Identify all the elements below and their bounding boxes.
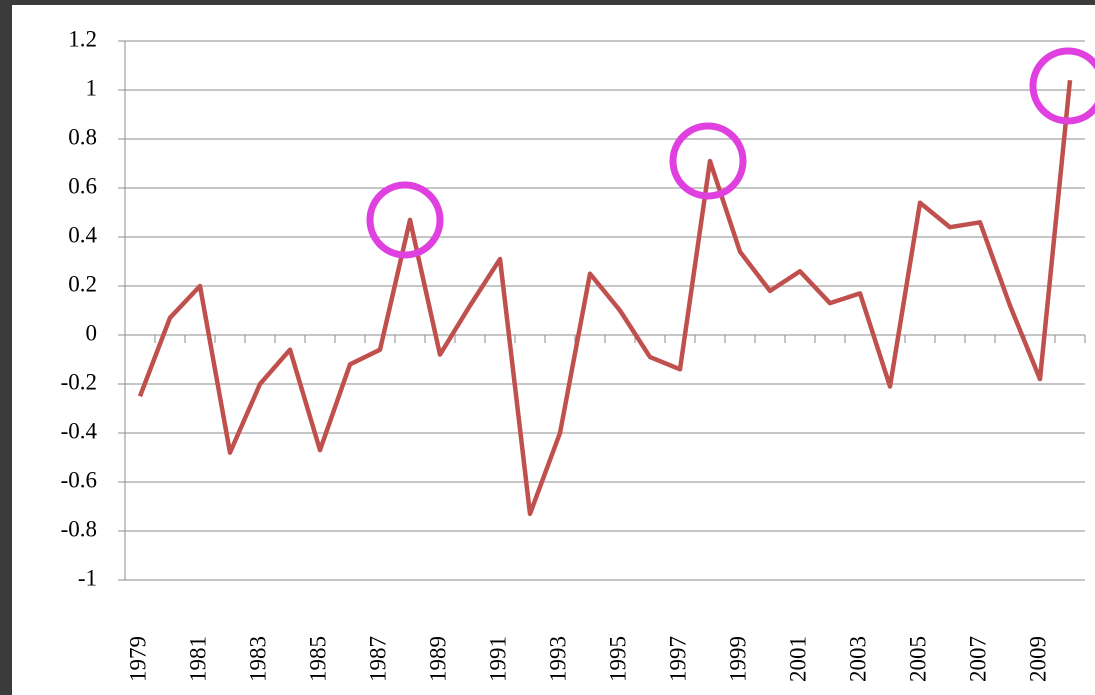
x-tick-label: 1985 xyxy=(305,636,330,682)
x-tick-label: 1989 xyxy=(425,636,450,682)
x-tick-label: 2009 xyxy=(1025,636,1050,682)
y-tick-label: -0.2 xyxy=(61,369,97,394)
x-tick-label: 1983 xyxy=(245,636,270,682)
x-tick-label: 1999 xyxy=(725,636,750,682)
y-tick-label: 0 xyxy=(86,320,98,345)
x-tick-label: 2001 xyxy=(785,636,810,682)
y-tick-label: 1 xyxy=(86,75,98,100)
highlights xyxy=(366,47,1095,259)
y-tick-label: 0.6 xyxy=(68,173,97,198)
x-tick-label: 2005 xyxy=(905,636,930,682)
x-tick-label: 2007 xyxy=(965,636,990,682)
highlight-circle xyxy=(1029,47,1095,125)
y-tick-label: 0.4 xyxy=(68,222,97,247)
x-tick-label: 1979 xyxy=(125,636,150,682)
highlight-circle xyxy=(669,122,747,200)
y-tick-label: -0.8 xyxy=(61,516,97,541)
y-tick-label: 0.2 xyxy=(68,271,97,296)
x-tick-label: 1995 xyxy=(605,636,630,682)
y-tick-label: 0.8 xyxy=(68,124,97,149)
x-tick-label: 1997 xyxy=(665,636,690,682)
highlight-circle xyxy=(366,181,444,259)
x-tick-label: 1981 xyxy=(185,636,210,682)
y-tick-label: -0.4 xyxy=(61,418,98,443)
x-tick-label: 1991 xyxy=(485,636,510,682)
x-tick-label: 1993 xyxy=(545,636,570,682)
x-tick-label: 1987 xyxy=(365,636,390,682)
panel xyxy=(12,5,1095,695)
x-tick-label: 2003 xyxy=(845,636,870,682)
y-tick-label: 1.2 xyxy=(68,26,97,51)
y-tick-label: -1 xyxy=(78,565,97,590)
y-tick-label: -0.6 xyxy=(61,467,97,492)
plot: -1 -0.8 -0.6 -0.4 -0.2 0 0.2 0.4 0.6 0.8 1 1.2 1979 1… xyxy=(61,26,1086,682)
data-line xyxy=(137,79,1073,517)
